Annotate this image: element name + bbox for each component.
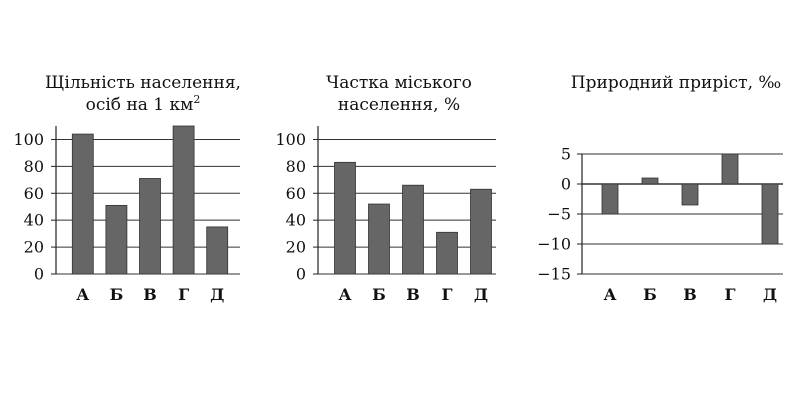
bar-3: [402, 184, 424, 275]
y-tick-label: 80: [24, 157, 44, 176]
category-label: В: [143, 285, 157, 304]
chart-3: Природний приріст, ‰ 5 0 −5 −10 −15 А Б В Г Д: [537, 73, 783, 304]
y-tick-label: 60: [286, 184, 306, 203]
chart-2: Частка міського населення, % 0 20 40 60 80 100 А…: [275, 73, 496, 304]
y-tick-label: 80: [286, 157, 306, 176]
y-tick-label: 40: [286, 211, 306, 230]
bar-1: [601, 183, 619, 215]
chart-title-line: осіб на 1 км: [86, 95, 194, 115]
y-tick-label: 0: [34, 265, 44, 284]
category-label: Г: [441, 285, 452, 304]
category-label: В: [683, 285, 697, 304]
bar-4: [436, 231, 458, 275]
bar-5: [761, 183, 779, 245]
bar-4: [721, 153, 739, 185]
bar-5: [470, 188, 492, 275]
category-label: А: [76, 285, 89, 304]
bar-2: [641, 177, 659, 185]
y-tick-label: −5: [547, 205, 571, 224]
category-label: А: [338, 285, 351, 304]
y-tick-label: 20: [24, 238, 44, 257]
bar-2: [368, 203, 390, 275]
chart-title-line: населення, %: [338, 95, 460, 115]
y-tick-label: −10: [537, 235, 571, 254]
chart-title: Природний приріст, ‰: [571, 73, 781, 93]
y-tick-label: 0: [561, 175, 571, 194]
category-label: А: [603, 285, 616, 304]
bar-5: [206, 226, 229, 275]
category-label: Г: [178, 285, 189, 304]
bar-1: [334, 161, 356, 275]
category-label: Б: [110, 285, 124, 304]
bar-1: [71, 133, 94, 275]
y-tick-label: 100: [13, 130, 44, 149]
y-tick-label: 20: [286, 238, 306, 257]
y-tick-label: 100: [275, 130, 306, 149]
bar-3: [681, 183, 699, 206]
chart-title-superscript: 2: [193, 93, 200, 106]
chart-title-line: Щільність населення,: [45, 73, 241, 93]
bar-3: [139, 178, 161, 275]
chart-1: Щільність населення, осіб на 1 км20204060…: [13, 73, 241, 304]
y-tick-label: 40: [24, 211, 44, 230]
y-tick-label: 5: [561, 145, 571, 164]
category-label: В: [406, 285, 420, 304]
category-label: Б: [372, 285, 386, 304]
chart-title: Частка міського населення, %: [326, 73, 472, 115]
chart-title: Щільність населення, осіб на 1 км2: [45, 73, 241, 115]
y-tick-label: 0: [296, 265, 306, 284]
category-label: Д: [474, 285, 488, 304]
y-tick-label: 60: [24, 184, 44, 203]
bar-2: [105, 204, 128, 275]
category-label: Д: [210, 285, 224, 304]
y-tick-label: −15: [537, 265, 571, 284]
category-label: Г: [724, 285, 735, 304]
category-label: Д: [763, 285, 777, 304]
chart-title-line: Природний приріст, ‰: [571, 73, 781, 93]
bar-4: [172, 125, 195, 275]
category-label: Б: [643, 285, 657, 304]
chart-title-line: Частка міського: [326, 73, 472, 93]
